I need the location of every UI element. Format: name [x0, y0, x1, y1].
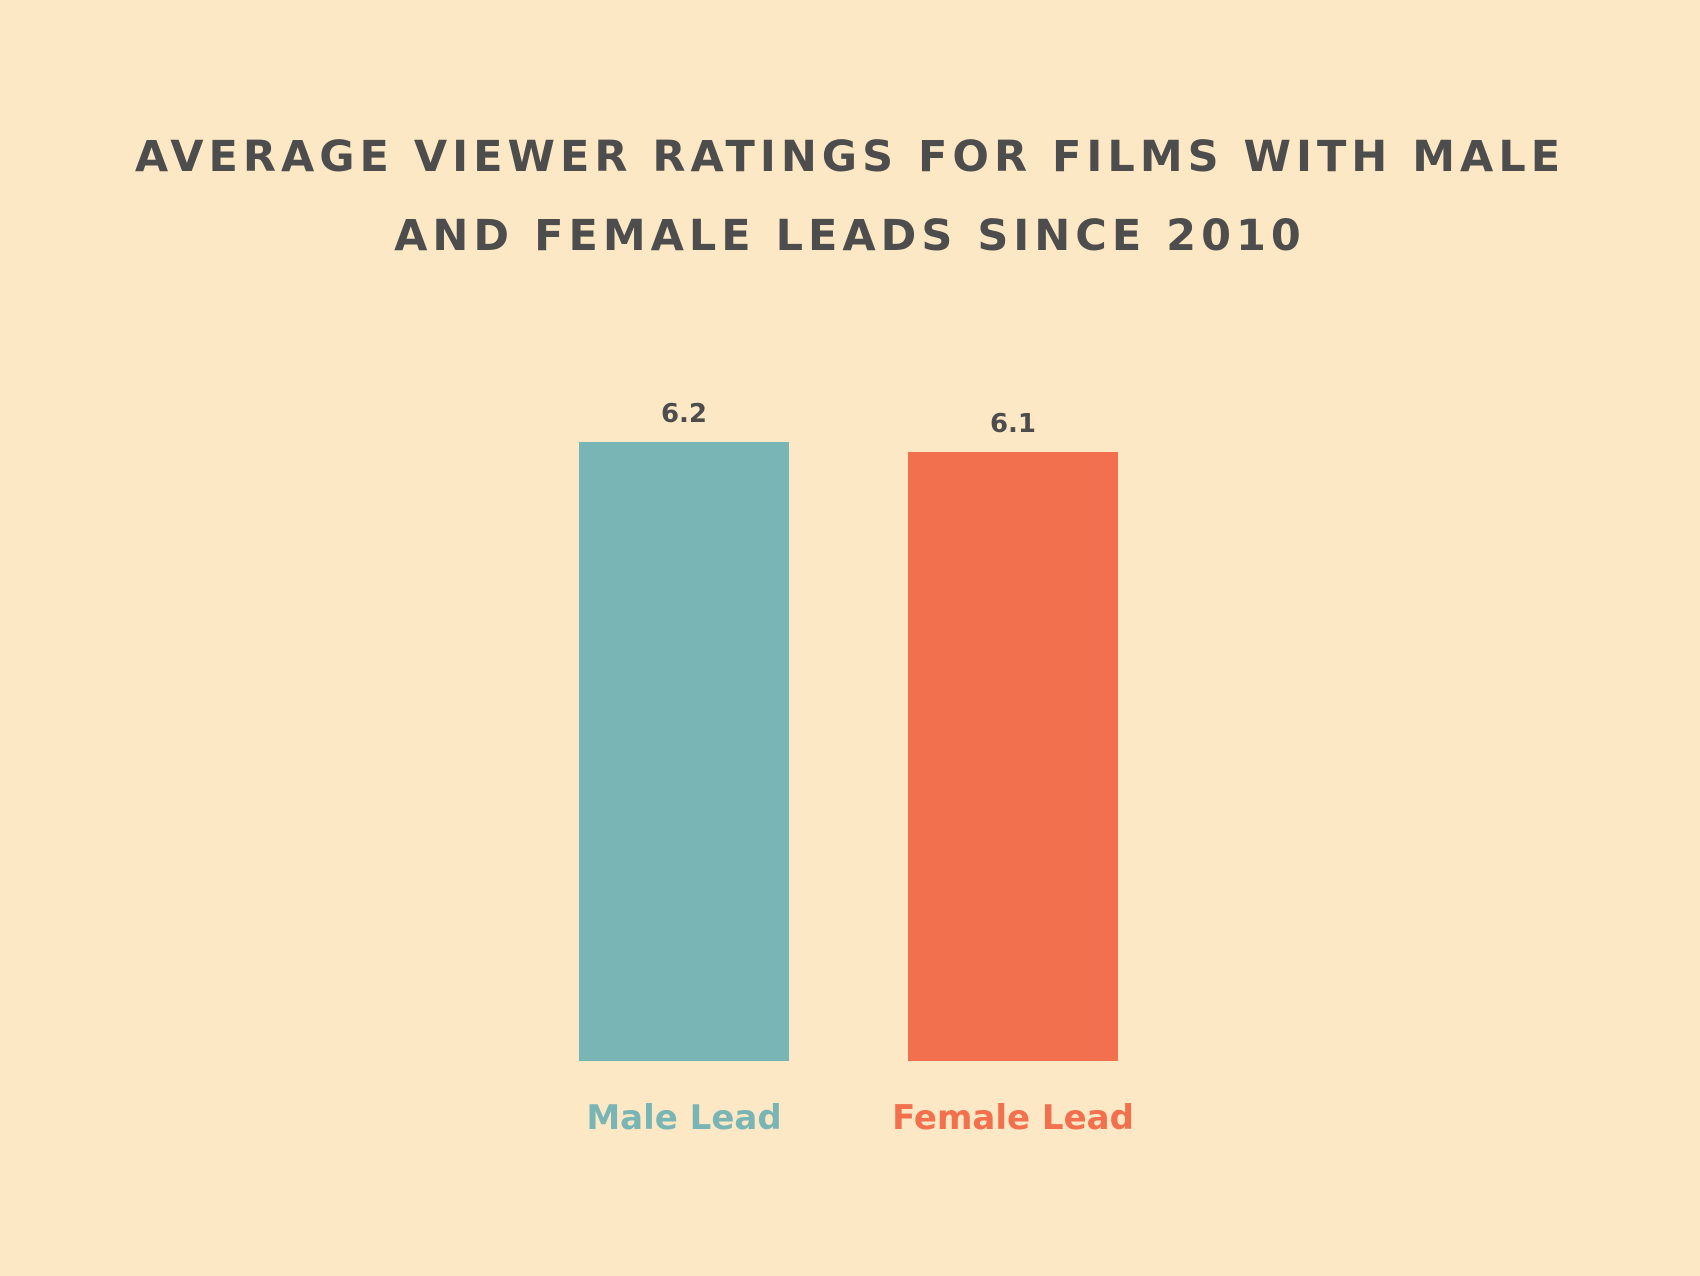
value-label-male-lead: 6.2	[661, 399, 707, 429]
chart-title-line-1: AVERAGE VIEWER RATINGS FOR FILMS WITH MA…	[134, 132, 1566, 182]
value-label-female-lead: 6.1	[990, 409, 1036, 439]
bar-male-lead	[579, 442, 789, 1061]
chart-title-line-2: AND FEMALE LEADS SINCE 2010	[394, 211, 1306, 261]
bar-female-lead	[908, 451, 1118, 1061]
category-label-female-lead: Female Lead	[892, 1098, 1134, 1138]
category-label-male-lead: Male Lead	[586, 1098, 781, 1138]
chart-title: AVERAGE VIEWER RATINGS FOR FILMS WITH MA…	[0, 118, 1700, 276]
